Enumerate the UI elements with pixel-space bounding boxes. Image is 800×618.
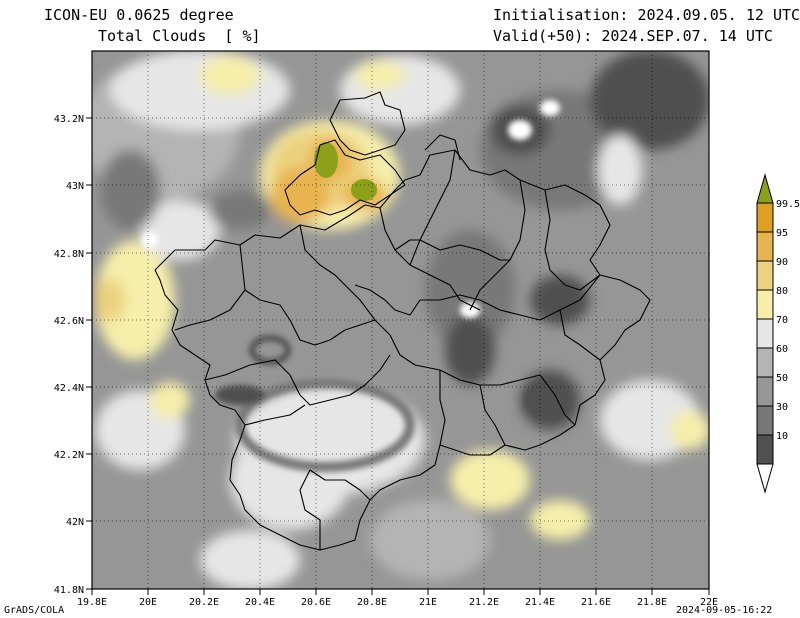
lon-label: 20.2E [189, 597, 219, 608]
legend-level: 10 [776, 431, 788, 442]
init-time: Initialisation: 2024.09.05. 12 UTC [493, 6, 800, 24]
lon-label: 19.8E [77, 597, 107, 608]
lon-label: 20E [139, 597, 157, 608]
model-title: ICON-EU 0.0625 degree [44, 6, 234, 24]
axis-ticks [86, 117, 710, 595]
legend-level: 60 [776, 344, 788, 355]
lon-label: 20.8E [357, 597, 387, 608]
legend-swatch [756, 289, 774, 320]
cloud-core-2 [351, 179, 377, 201]
lat-label: 41.8N [54, 585, 84, 596]
lon-label: 20.4E [245, 597, 275, 608]
lat-label: 42N [66, 517, 84, 528]
cloud-field [92, 51, 709, 589]
lat-labels: 43.2N 43N 42.8N 42.6N 42.4N 42.2N 42N 41… [54, 114, 84, 596]
legend-level: 70 [776, 315, 788, 326]
legend-level: 95 [776, 228, 788, 239]
legend-level: 50 [776, 373, 788, 384]
legend-swatch [756, 376, 774, 407]
lat-label: 43.2N [54, 114, 84, 125]
lat-label: 42.2N [54, 450, 84, 461]
legend-level: 90 [776, 257, 788, 268]
lon-label: 21.4E [525, 597, 555, 608]
lon-labels: 19.8E 20E 20.2E 20.4E 20.6E 20.8E 21E 21… [77, 597, 718, 608]
lon-label: 21.6E [581, 597, 611, 608]
lat-label: 43N [66, 181, 84, 192]
legend-swatch [756, 434, 774, 465]
valid-time: Valid(+50): 2024.SEP.07. 14 UTC [493, 27, 773, 45]
legend-swatch [756, 405, 774, 436]
lon-label: 21E [419, 597, 437, 608]
lon-label: 21.2E [469, 597, 499, 608]
lat-label: 42.4N [54, 383, 84, 394]
timestamp-label: 2024-09-05-16:22 [676, 605, 773, 616]
cloud-core-1 [314, 142, 338, 178]
legend-bottom-triangle [756, 463, 774, 494]
lon-label: 22E [700, 597, 718, 608]
legend-level: 99.5 [776, 199, 800, 210]
country-borders [154, 91, 651, 551]
lon-label: 20.6E [301, 597, 331, 608]
legend-labels: 99.5 95 90 80 70 60 50 30 10 [776, 199, 800, 442]
lat-label: 42.8N [54, 249, 84, 260]
lon-label: 21.8E [637, 597, 667, 608]
legend-swatch [756, 231, 774, 262]
legend-level: 30 [776, 402, 788, 413]
legend-top-triangle [756, 173, 774, 204]
legend-swatch [756, 347, 774, 378]
legend-level: 80 [776, 286, 788, 297]
legend-swatch [756, 202, 774, 233]
lat-label: 42.6N [54, 316, 84, 327]
legend-swatch [756, 318, 774, 349]
legend-swatch [756, 260, 774, 291]
lat-lon-grid [92, 51, 709, 589]
credit-label: GrADS/COLA [4, 605, 65, 616]
color-legend [756, 173, 774, 494]
field-title: Total Clouds [ %] [98, 27, 261, 45]
